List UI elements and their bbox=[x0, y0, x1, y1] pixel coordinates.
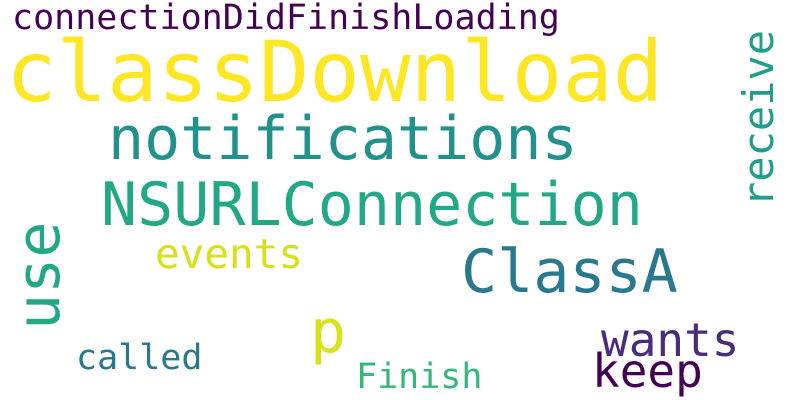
word-use: use bbox=[4, 221, 74, 330]
word-wants: wants bbox=[601, 313, 740, 367]
word-notifications: notifications bbox=[108, 104, 578, 174]
word-receive: receive bbox=[734, 29, 783, 207]
word-classdownload: classDownload bbox=[6, 23, 664, 121]
word-connectiondidfinishloading: connectionDidFinishLoading bbox=[12, 0, 560, 38]
word-called: called bbox=[76, 338, 203, 378]
word-nsurlconnection: NSURLConnection bbox=[101, 170, 643, 240]
word-keep: keep bbox=[592, 344, 703, 398]
word-finish: Finish bbox=[356, 357, 483, 397]
word-classa: ClassA bbox=[461, 237, 678, 307]
word-events: events bbox=[155, 230, 304, 278]
word-p: p bbox=[310, 297, 347, 367]
